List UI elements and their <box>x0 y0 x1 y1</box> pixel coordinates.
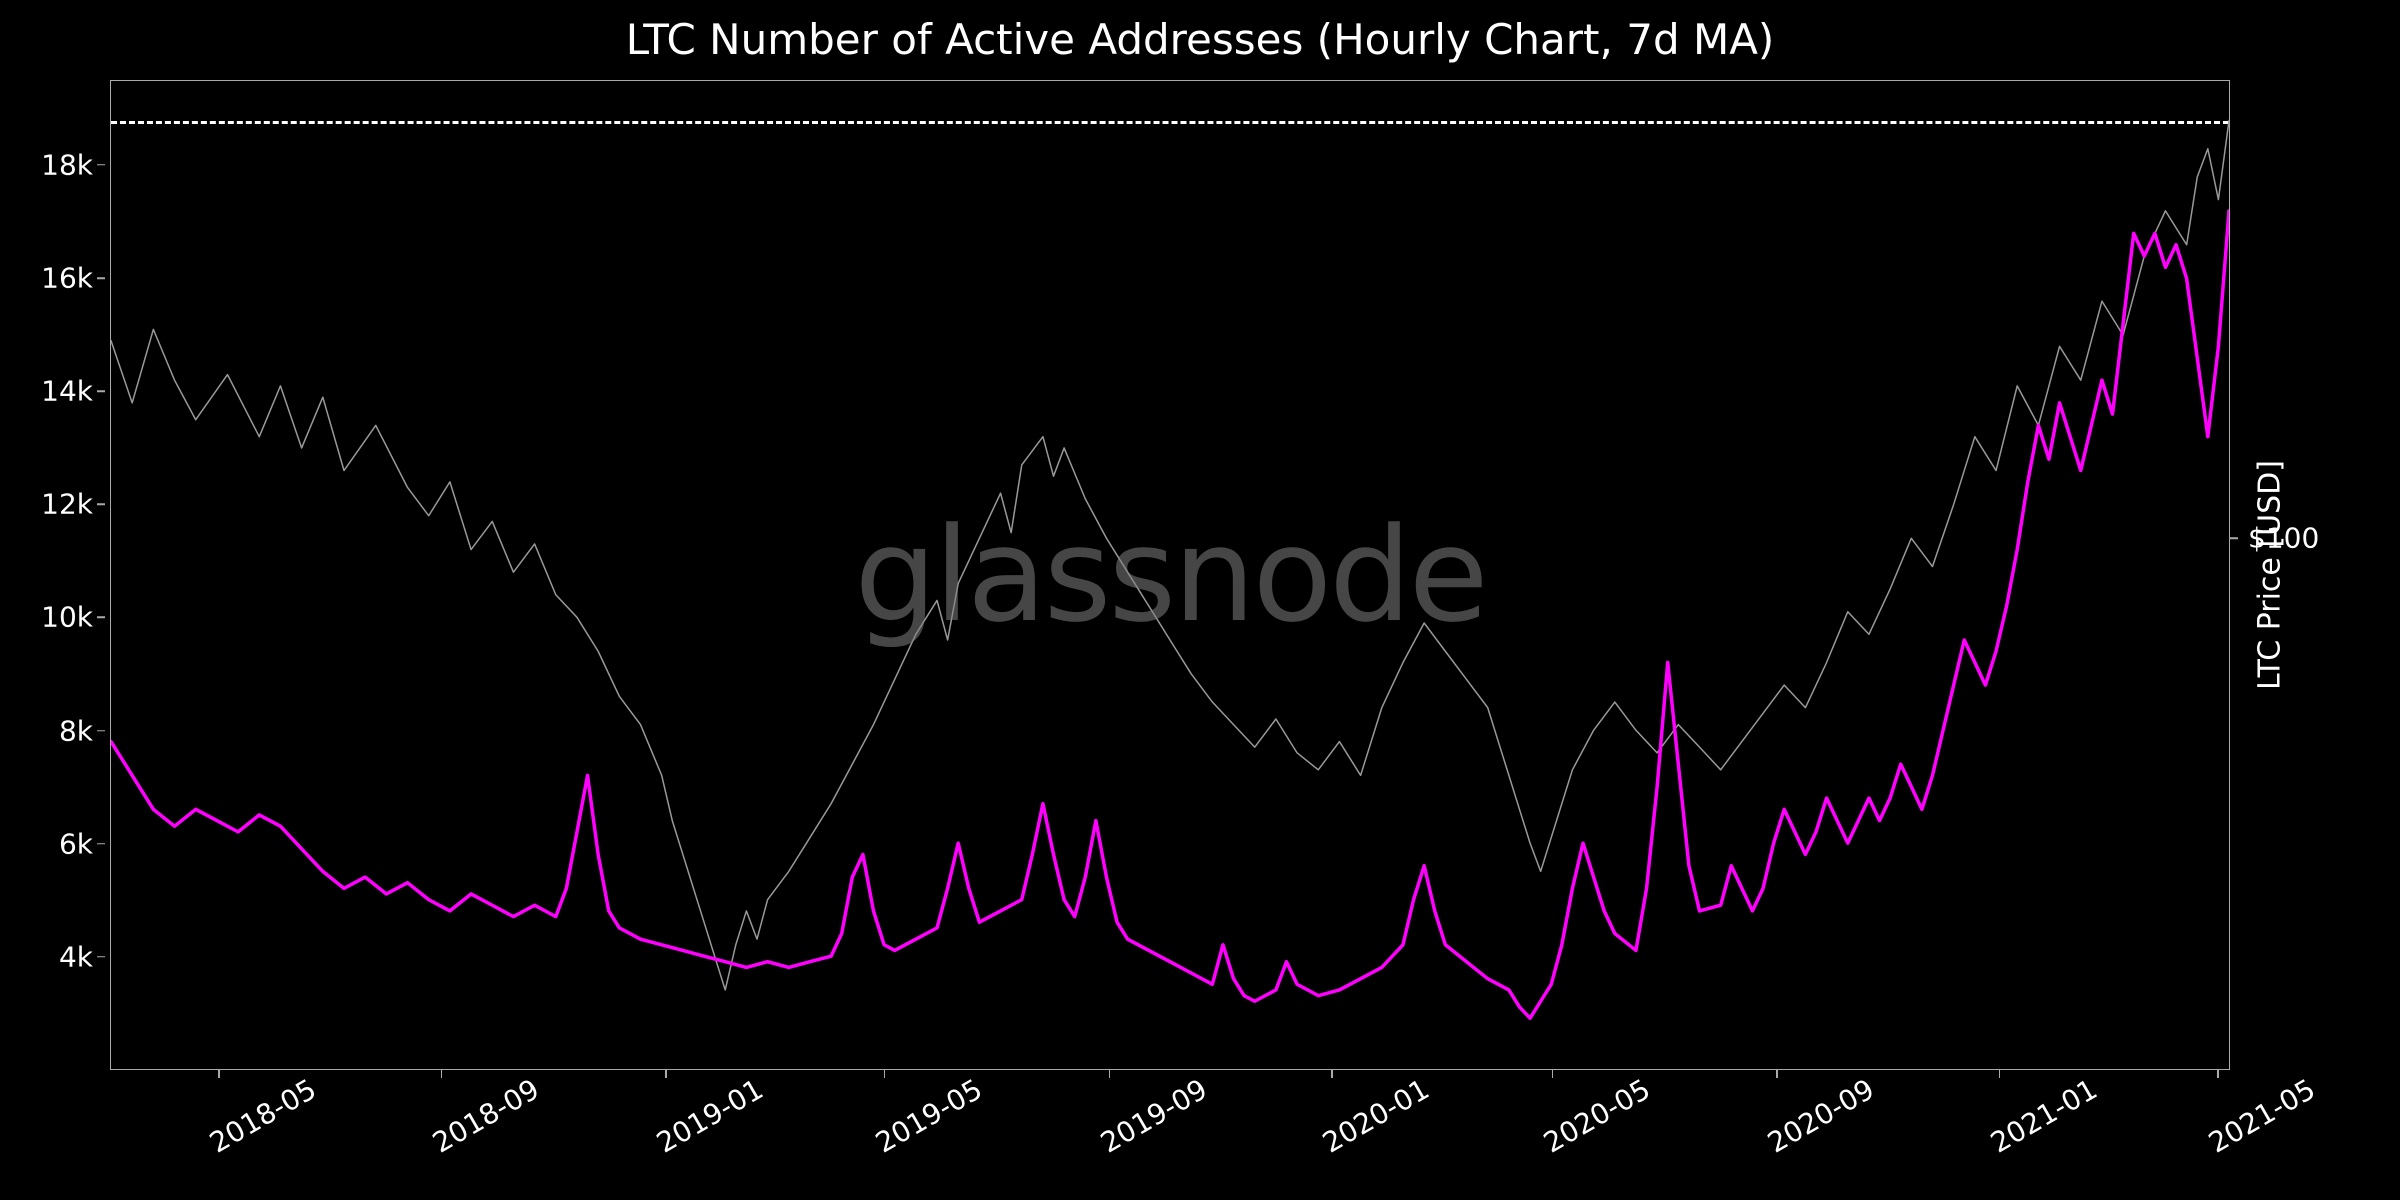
x-tick-label: 2020-09 <box>1762 1073 1880 1160</box>
x-tick-label: 2019-09 <box>1095 1073 1213 1160</box>
x-tick-mark <box>1776 1070 1778 1078</box>
y-tick-left-mark <box>97 164 105 166</box>
x-tick-label: 2020-01 <box>1317 1073 1435 1160</box>
y-tick-left-label: 6k <box>3 827 93 860</box>
x-tick-mark <box>1999 1070 2001 1078</box>
y-tick-left-label: 16k <box>3 262 93 295</box>
series-active_addresses <box>111 121 2229 990</box>
x-tick-label: 2021-05 <box>2203 1073 2321 1160</box>
chart-title: LTC Number of Active Addresses (Hourly C… <box>0 15 2400 64</box>
chart-container: LTC Number of Active Addresses (Hourly C… <box>0 0 2400 1200</box>
x-tick-mark <box>665 1070 667 1078</box>
x-tick-label: 2020-05 <box>1538 1073 1656 1160</box>
y-tick-left-label: 4k <box>3 940 93 973</box>
x-tick-label: 2018-05 <box>204 1073 322 1160</box>
series-ltc_price <box>111 211 2229 1018</box>
x-tick-mark <box>1552 1070 1554 1078</box>
y-tick-left-label: 10k <box>3 601 93 634</box>
y-tick-left-mark <box>97 504 105 506</box>
y-axis-right-label: LTC Price [USD] <box>2253 460 2288 690</box>
y-tick-left-mark <box>97 730 105 732</box>
x-tick-label: 2019-05 <box>870 1073 988 1160</box>
y-tick-left-mark <box>97 956 105 958</box>
plot-area: glassnode <box>110 80 2230 1070</box>
y-tick-left-mark <box>97 390 105 392</box>
x-tick-mark <box>218 1070 220 1078</box>
y-tick-right-label: $100 <box>2248 522 2319 555</box>
x-axis: 2018-05 2018-09 2019-01 2019-05 2019-09 2020-… <box>110 1070 2230 1200</box>
y-tick-left-mark <box>97 843 105 845</box>
x-tick-label: 2021-01 <box>1985 1073 2103 1160</box>
y-tick-left-label: 18k <box>3 148 93 181</box>
x-tick-label: 2019-01 <box>651 1073 769 1160</box>
y-tick-right-mark <box>2230 537 2238 539</box>
x-tick-mark <box>441 1070 443 1078</box>
x-tick-mark <box>2217 1070 2219 1078</box>
x-tick-label: 2018-09 <box>427 1073 545 1160</box>
y-axis-right: LTC Price [USD] $100 <box>2230 80 2400 1070</box>
y-tick-left-label: 12k <box>3 488 93 521</box>
y-tick-left-mark <box>97 277 105 279</box>
y-tick-left-mark <box>97 617 105 619</box>
chart-lines-svg <box>111 81 2229 1069</box>
x-tick-mark <box>1109 1070 1111 1078</box>
y-axis-left: 4k 6k 8k 10k 12k 14k 16k 18k <box>0 80 105 1070</box>
x-tick-mark <box>1331 1070 1333 1078</box>
y-tick-left-label: 8k <box>3 714 93 747</box>
x-tick-mark <box>884 1070 886 1078</box>
y-tick-left-label: 14k <box>3 375 93 408</box>
